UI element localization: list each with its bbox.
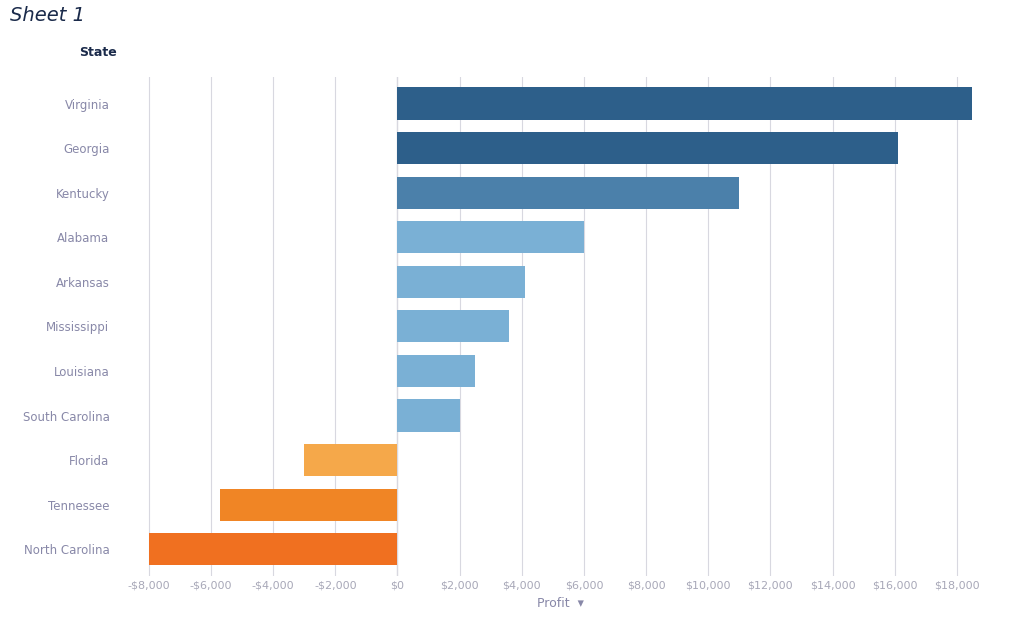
Bar [397,132,898,164]
Bar [304,444,397,476]
Bar [397,177,739,209]
Bar [220,489,397,521]
Text: Sheet 1: Sheet 1 [10,6,85,26]
Bar [148,533,397,565]
Bar [397,221,584,253]
Bar [397,88,973,120]
Bar [397,355,475,387]
Bar [397,399,460,431]
X-axis label: Profit  ▾: Profit ▾ [538,597,584,610]
Bar [397,266,525,298]
Bar [397,310,509,342]
Text: State: State [79,46,117,60]
